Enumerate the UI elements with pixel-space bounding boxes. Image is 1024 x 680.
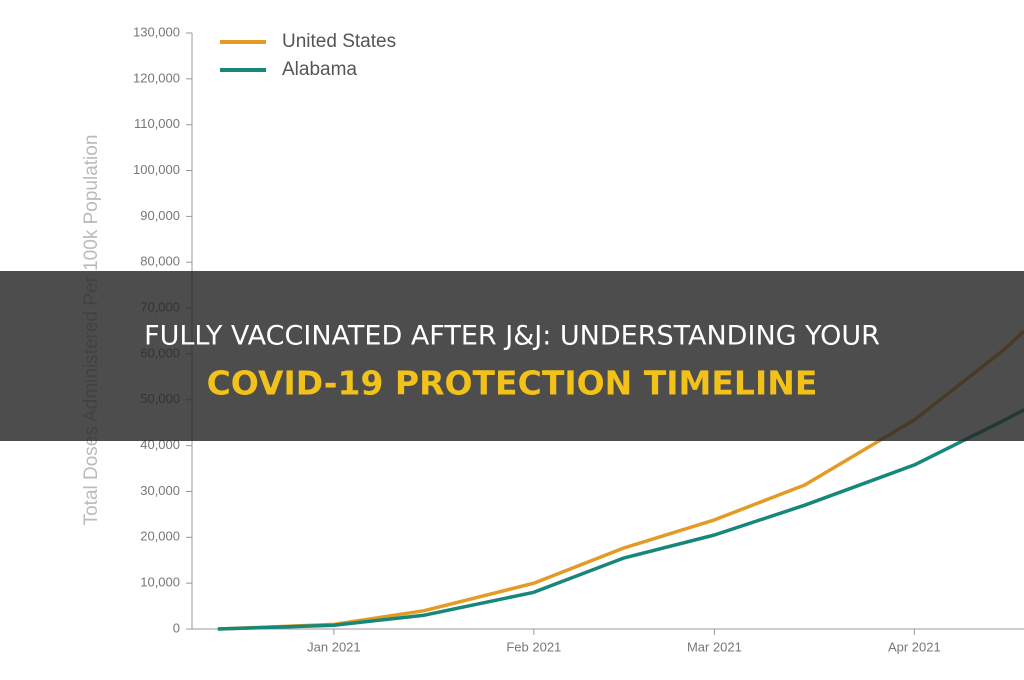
y-tick-label: 80,000 [140,254,180,269]
y-tick-label: 120,000 [133,70,180,85]
y-tick-label: 0 [173,620,180,635]
y-tick-label: 100,000 [133,162,180,177]
line-series [217,408,1024,631]
x-tick-label: Feb 2021 [506,639,561,654]
y-tick-label: 10,000 [140,575,180,590]
x-tick-label: Jan 2021 [307,639,361,654]
legend-label: United States [282,31,396,52]
y-tick-label: 20,000 [140,529,180,544]
y-tick-label: 110,000 [134,116,180,131]
banner [0,271,1024,441]
y-tick-label: 130,000 [133,24,180,39]
banner-line-1: FULLY VACCINATED AFTER J&J: UNDERSTANDIN… [144,321,880,352]
legend-label: Alabama [282,59,357,80]
y-tick-label: 30,000 [140,483,180,498]
y-tick-label: 90,000 [140,208,180,223]
x-tick-label: Apr 2021 [888,639,941,654]
banner-line-2: COVID-19 PROTECTION TIMELINE [207,364,818,403]
x-tick-label: Mar 2021 [687,639,742,654]
